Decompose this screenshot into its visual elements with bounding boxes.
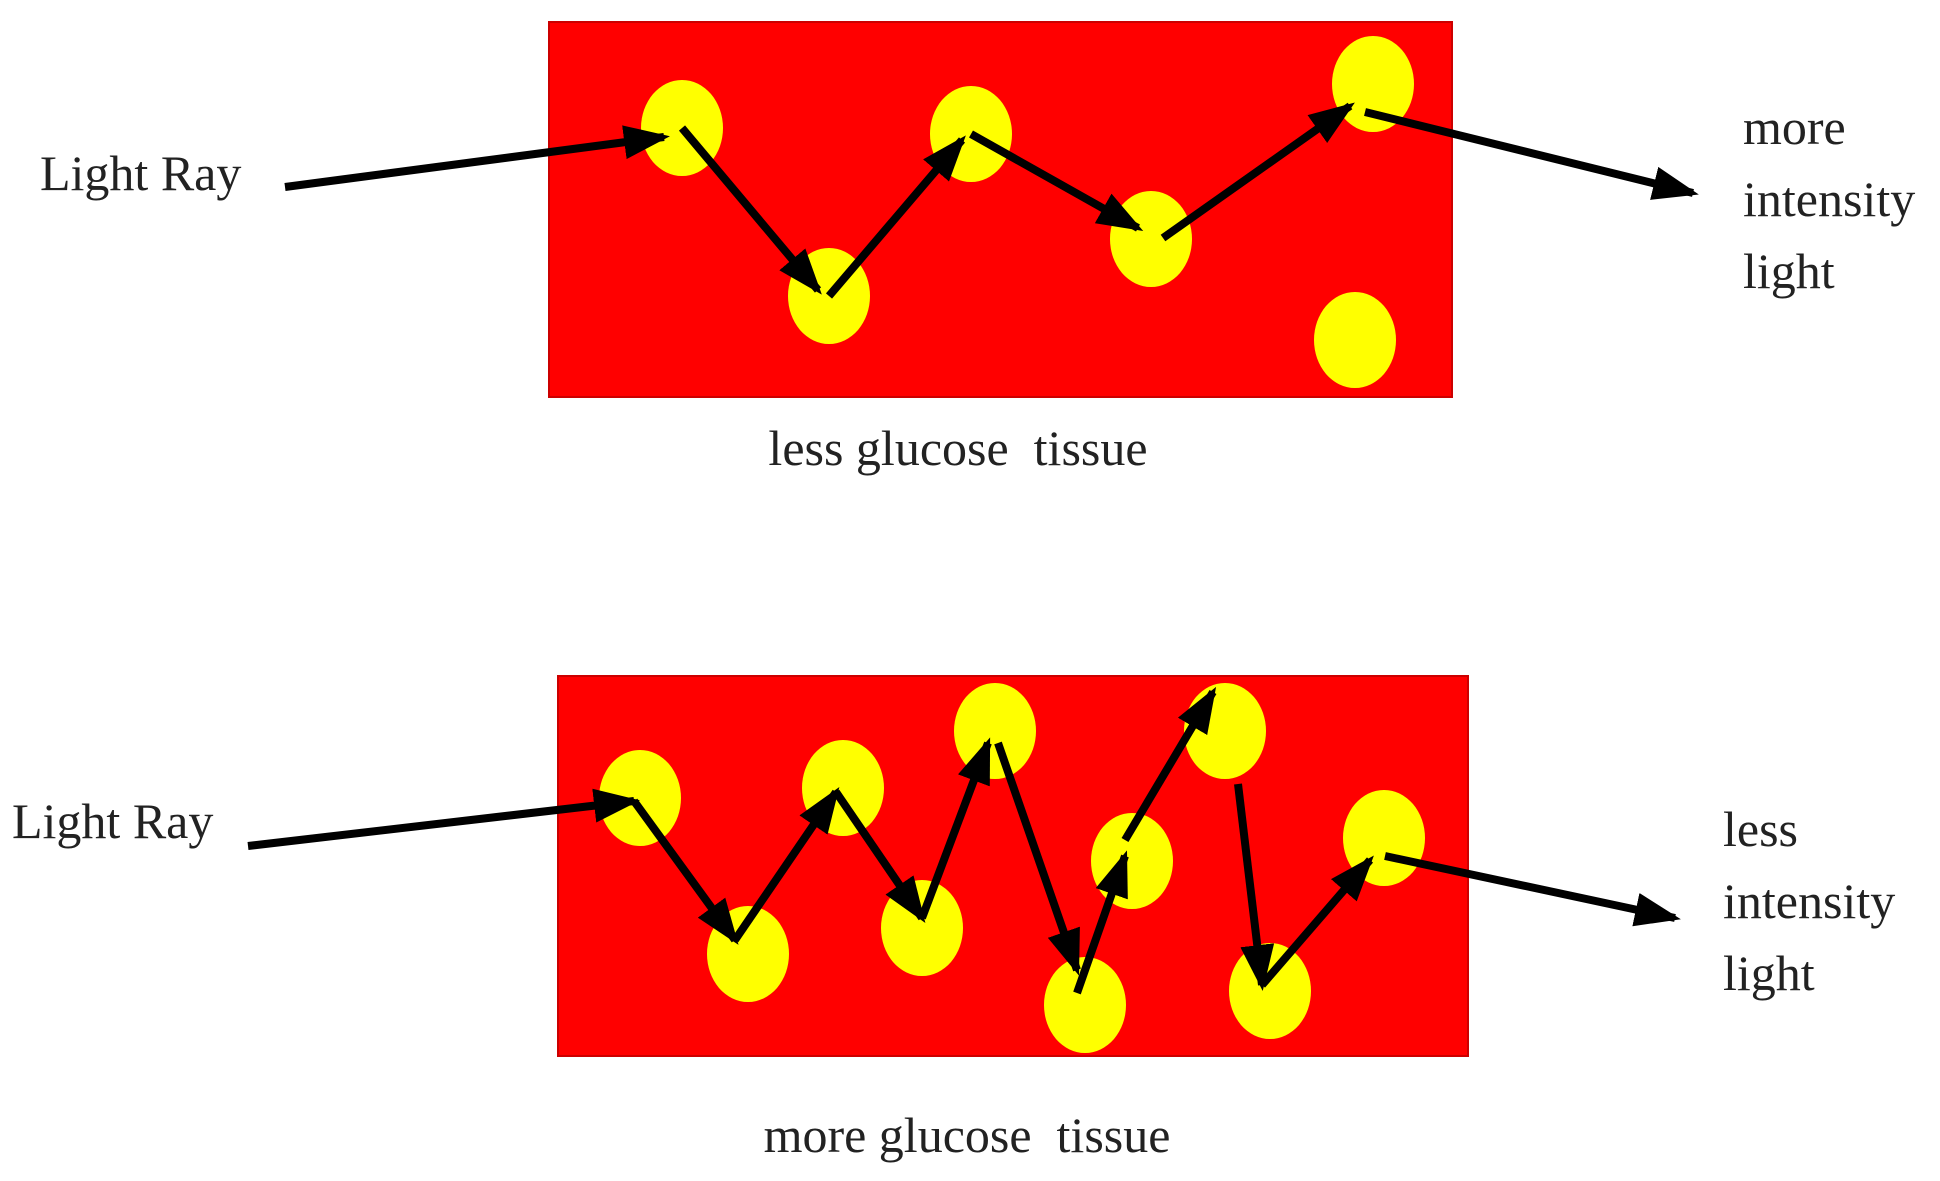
- scatter-arrow: [1073, 850, 1129, 995]
- scatter-arrow: [630, 798, 739, 945]
- caption-bottom: more glucose tissue: [764, 1107, 1171, 1163]
- incident-light-arrow: [247, 788, 640, 850]
- light-path-bottom: [247, 686, 1681, 995]
- glucose-particle: [1110, 191, 1192, 287]
- glucose-particle: [1184, 683, 1266, 779]
- glucose-particle: [1314, 292, 1396, 388]
- scatter-arrow: [1160, 102, 1355, 242]
- light-path-top: [284, 102, 1699, 299]
- scatter-arrow: [1121, 686, 1217, 843]
- glucose-particle: [599, 750, 681, 846]
- transmitted-light-arrow: [1364, 108, 1699, 200]
- glucose-particle: [954, 683, 1036, 779]
- scatter-arrow: [1258, 855, 1374, 988]
- panel-more-glucose: Light Ray less intensity light more gluc…: [12, 675, 1895, 1163]
- scatter-arrow: [918, 737, 992, 920]
- output-label-top-line3: light: [1743, 243, 1835, 299]
- output-label-top-line1: more: [1743, 99, 1846, 155]
- output-label-top-line2: intensity: [1743, 171, 1915, 227]
- tissue-block-top: [548, 21, 1453, 398]
- input-label-top: Light Ray: [40, 145, 241, 201]
- incident-light-arrow: [284, 125, 670, 191]
- input-label-bottom: Light Ray: [12, 793, 213, 849]
- output-label-bottom-line3: light: [1723, 945, 1815, 1001]
- output-label-bottom-line2: intensity: [1723, 873, 1895, 929]
- scatter-arrow: [832, 789, 926, 923]
- transmitted-light-arrow: [1384, 852, 1681, 927]
- glucose-particle: [1044, 957, 1126, 1053]
- scatter-arrow: [678, 125, 822, 295]
- panel-less-glucose: Light Ray more intensity light less gluc…: [40, 21, 1915, 476]
- glucose-particle: [881, 880, 963, 976]
- caption-top: less glucose tissue: [768, 420, 1147, 476]
- output-label-bottom-line1: less: [1723, 801, 1798, 857]
- scatter-arrow: [825, 135, 966, 299]
- glucose-particle: [1229, 943, 1311, 1039]
- scatter-arrow: [731, 787, 840, 943]
- scatter-arrow: [994, 741, 1081, 976]
- scatter-arrow: [1234, 783, 1275, 991]
- scatter-arrow: [969, 130, 1144, 232]
